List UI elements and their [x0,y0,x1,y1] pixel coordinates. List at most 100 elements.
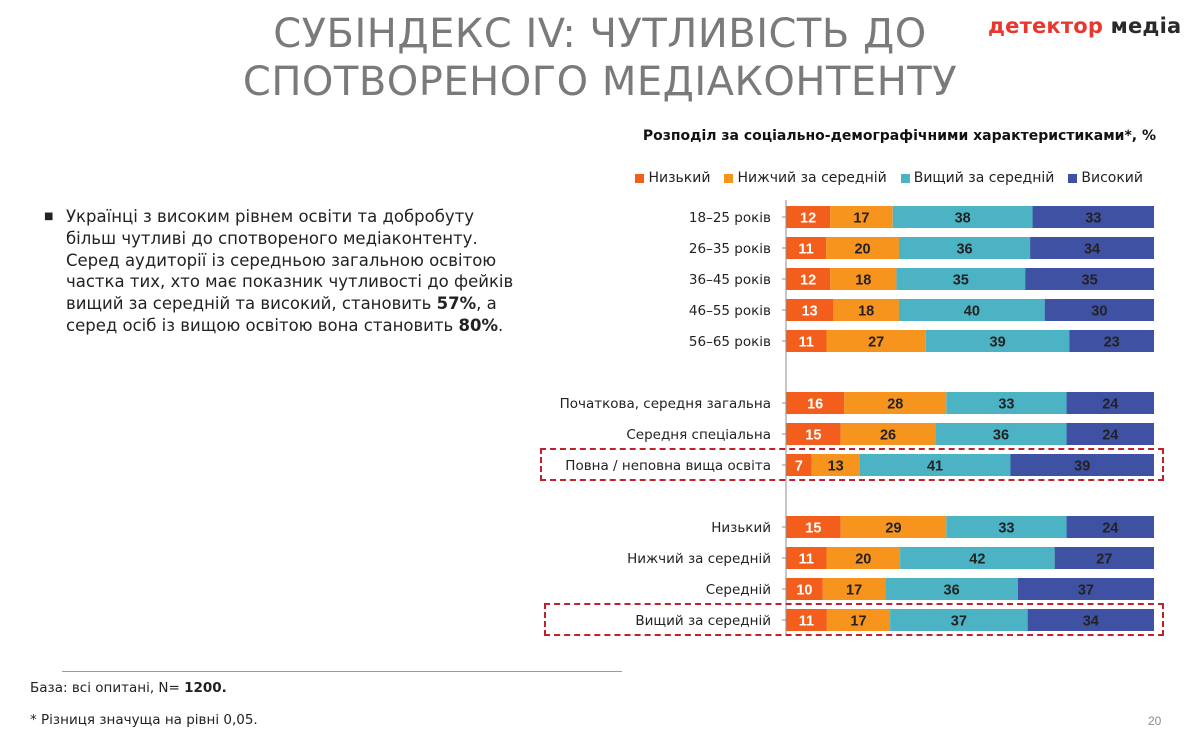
bar-segment [1010,454,1154,476]
bar-segment [896,268,1026,290]
data-label: 33 [1085,211,1101,227]
legend-item: Високий [1068,170,1143,186]
bar-segment [786,423,841,445]
bar-segment [1030,237,1154,259]
bullet-value-1: 57% [436,294,477,314]
bullet-square-icon: ■ [44,211,54,222]
data-label: 27 [868,335,884,351]
data-label: 16 [807,397,823,413]
bar-segment [822,578,886,600]
bar-segment [935,423,1067,445]
bar-segment [786,547,827,569]
data-label: 15 [805,428,821,444]
data-label: 37 [951,614,967,630]
bullet-text-2: , а серед осіб із вищою освітою вона ста… [66,294,497,335]
category-label: 36–45 років [689,272,771,288]
legend-item: Вищий за середній [900,170,1055,186]
data-label: 11 [799,614,814,630]
bar-segment [786,206,831,228]
page-title: СУБІНДЕКС IV: ЧУТЛИВІСТЬ ДО СПОТВОРЕНОГО… [150,10,1050,106]
bullet-value-2: 80% [458,315,498,335]
bar-segment [946,516,1067,538]
data-label: 11 [799,335,814,351]
bar-segment [1066,516,1154,538]
title-line-1: СУБІНДЕКС IV: ЧУТЛИВІСТЬ ДО [273,11,927,57]
base-label: База: всі опитані, N= [30,680,185,696]
data-label: 12 [800,273,816,289]
data-label: 40 [964,304,980,320]
bar-segment [786,392,845,414]
data-label: 27 [1096,552,1112,568]
bar-segment [833,299,899,321]
data-label: 23 [1104,335,1120,351]
data-label: 36 [956,242,972,258]
data-label: 41 [927,459,943,475]
bullet-text-3: . [497,315,504,335]
legend-label: Високий [1081,170,1143,186]
footer-divider [62,671,622,672]
data-label: 28 [887,397,903,413]
data-label: 13 [828,459,844,475]
data-label: 15 [805,521,821,537]
data-label: 7 [795,459,803,475]
data-label: 17 [846,583,862,599]
bar-segment [1032,206,1154,228]
bullet-text: Українці з високим рівнем освіти та добр… [66,206,514,337]
bar-segment [890,609,1028,631]
data-label: 39 [990,335,1006,351]
category-label: 18–25 років [689,210,771,226]
data-label: 26 [880,428,896,444]
legend-swatch [1068,173,1078,183]
bullet-paragraph: ■ Українці з високим рівнем освіти та до… [44,206,514,337]
bar-segment [826,547,901,569]
legend-label: Вищий за середній [913,170,1055,186]
title-line-2: СПОТВОРЕНОГО МЕДІАКОНТЕНТУ [242,59,958,105]
base-value: 1200. [184,680,227,696]
bar-segment [786,299,834,321]
bar-segment [826,330,926,352]
bar-segment [826,237,899,259]
bar-segment [1054,547,1154,569]
data-label: 33 [998,397,1014,413]
bar-segment [1069,330,1154,352]
chart-title: Розподіл за соціально-демографічними хар… [642,128,1156,144]
data-label: 35 [1082,273,1098,289]
data-label: 10 [796,583,812,599]
bullet-text-1: Українці з високим рівнем освіти та добр… [66,207,514,314]
data-label: 34 [1084,242,1100,258]
bar-segment [830,268,897,290]
bar-segment [1066,392,1154,414]
data-label: 29 [885,521,901,537]
bar-segment [786,578,823,600]
category-label: Початкова, середня загальна [560,396,771,412]
data-label: 33 [998,521,1014,537]
bar-segment [840,516,947,538]
bar-segment [859,454,1011,476]
legend-item: Нижчий за середній [724,170,887,186]
legend-swatch [724,173,734,183]
data-label: 37 [1078,583,1094,599]
data-label: 11 [799,552,814,568]
bar-segment [900,547,1055,569]
data-label: 34 [1083,614,1099,630]
bar-segment [1025,268,1154,290]
bar-segment [1044,299,1154,321]
bar-segment [786,268,831,290]
data-label: 36 [993,428,1009,444]
data-label: 24 [1102,521,1118,537]
category-label: Середня спеціальна [626,427,771,443]
bar-segment [946,392,1067,414]
legend-swatch [900,173,910,183]
data-label: 13 [802,304,818,320]
page-number: 20 [1148,714,1162,728]
significance-note: * Різниця значуща на рівні 0,05. [30,712,258,728]
chart-legend: Низький Нижчий за середній Вищий за середн… [635,170,1143,186]
data-label: 17 [853,211,869,227]
data-label: 18 [858,304,874,320]
bar-segment [885,578,1018,600]
bar-segment [844,392,947,414]
bar-segment [826,609,891,631]
category-label: Вищий за середній [635,613,771,629]
bar-segment [786,237,827,259]
